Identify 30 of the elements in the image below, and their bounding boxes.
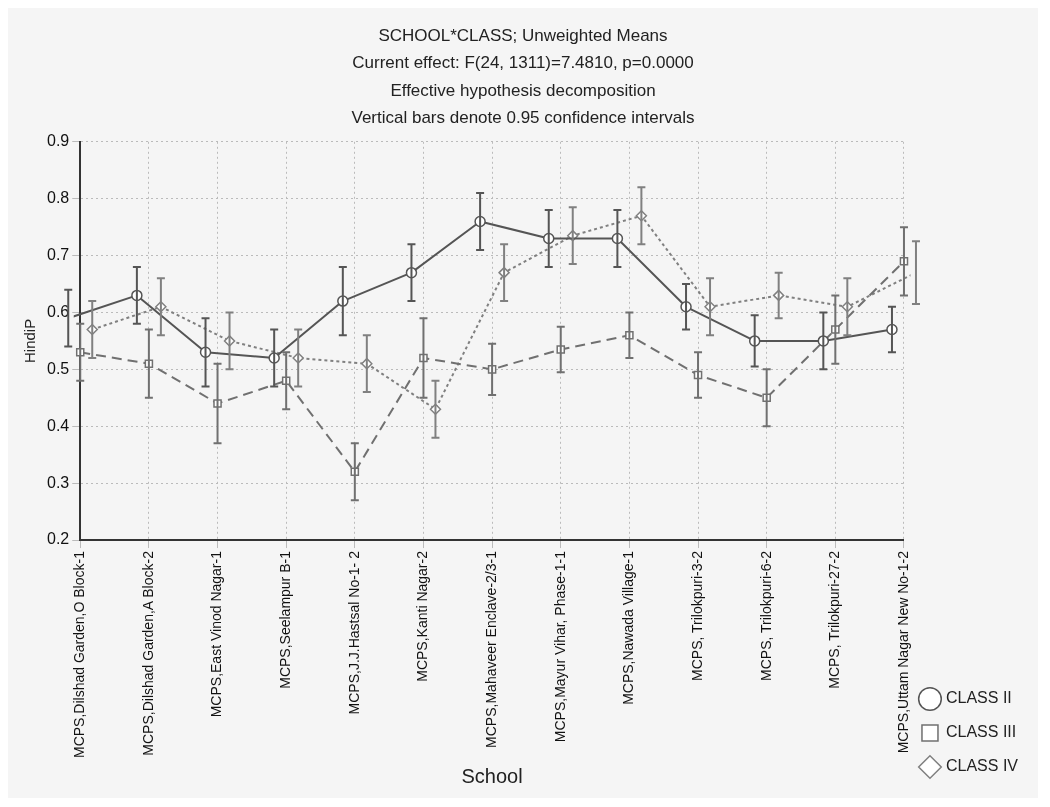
legend-label: CLASS III bbox=[945, 723, 1017, 741]
y-tick-label: 0.4 bbox=[46, 416, 70, 434]
y-tick-label: 0.3 bbox=[46, 473, 70, 491]
x-tick-label: MCPS,Dilshad Garden,O Block-1 bbox=[71, 550, 88, 758]
x-tick-label: MCPS,East Vinod Nagar-1 bbox=[208, 550, 225, 718]
x-tick-label: MCPS, Trilokpuri-6-2 bbox=[757, 550, 774, 681]
text: Vertical bars denote 0.95 confidence intervals bbox=[351, 107, 695, 127]
legend-label: CLASS IV bbox=[945, 757, 1019, 775]
chart-subtitle: Current effect: F(24, 1311)=7.4810, p=0.0000 bbox=[352, 53, 694, 73]
x-axis-title: School bbox=[461, 764, 523, 787]
x-tick-label: MCPS,Dilshad Garden,A Block-2 bbox=[139, 550, 156, 756]
y-tick-label: 0.5 bbox=[46, 359, 70, 377]
x-tick-label: MCPS, Trilokpuri-3-2 bbox=[688, 550, 705, 681]
x-tick-label: MCPS, Trilokpuri-27-2 bbox=[826, 550, 843, 689]
text: Effective hypothesis decomposition bbox=[390, 80, 656, 100]
x-tick-label: MCPS,Uttam Nagar New No-1-2 bbox=[894, 550, 911, 754]
chart-title: SCHOOL*CLASS; Unweighted Means bbox=[378, 26, 668, 46]
y-axis-title: HindiP bbox=[21, 318, 39, 364]
x-tick-label: MCPS,Seelampur B-1 bbox=[277, 550, 294, 689]
y-tick-label: 0.2 bbox=[46, 530, 70, 548]
legend-label: CLASS II bbox=[945, 689, 1012, 707]
x-tick-label: MCPS,Nawada Village-1 bbox=[620, 550, 637, 705]
y-tick-label: 0.8 bbox=[46, 189, 70, 207]
x-tick-label: MCPS,J.J.Hastsal No-1- 2 bbox=[345, 550, 362, 715]
y-tick-label: 0.9 bbox=[46, 132, 70, 150]
y-tick-label: 0.6 bbox=[46, 302, 70, 320]
x-tick-label: MCPS,Mahaveer Enclave-2/3-1 bbox=[482, 550, 499, 748]
x-tick-label: MCPS,Kanti Nagar-2 bbox=[414, 550, 431, 682]
y-tick-label: 0.7 bbox=[46, 245, 70, 263]
x-tick-label: MCPS,Mayur Vihar, Phase-1-1 bbox=[551, 550, 568, 743]
